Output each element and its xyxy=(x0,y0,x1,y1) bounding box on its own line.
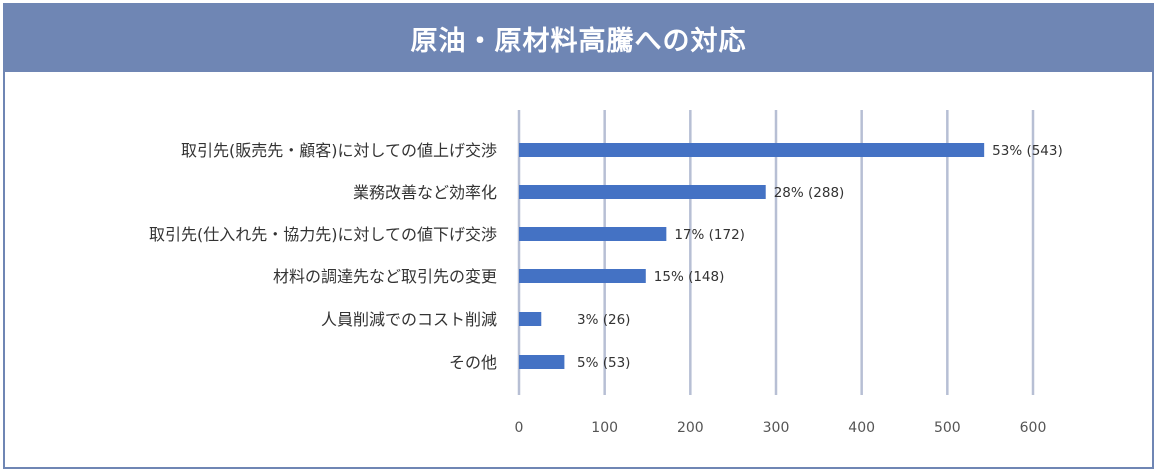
x-tick-label-300: 300 xyxy=(763,420,790,436)
bar-3 xyxy=(519,269,646,283)
x-tick-label-600: 600 xyxy=(1020,420,1047,436)
x-tick-label-200: 200 xyxy=(677,420,704,436)
data-label-4: 3% (26) xyxy=(577,312,630,328)
data-label-5: 5% (53) xyxy=(577,355,630,371)
bar-0 xyxy=(519,143,985,157)
category-label-3: 材料の調達先など取引先の変更 xyxy=(273,267,497,286)
header-bar: 原油・原材料高騰への対応 xyxy=(5,5,1152,72)
x-tick-label-100: 100 xyxy=(591,420,618,436)
data-label-3: 15% (148) xyxy=(654,269,725,285)
data-label-0: 53% (543) xyxy=(992,143,1063,159)
category-label-5: その他 xyxy=(449,353,497,372)
chart-frame: 原油・原材料高騰への対応 xyxy=(3,3,1154,469)
data-label-2: 17% (172) xyxy=(674,227,745,243)
x-tick-label-0: 0 xyxy=(515,420,524,436)
bar-2 xyxy=(519,227,667,241)
bar-5 xyxy=(519,355,565,369)
category-label-0: 取引先(販売先・顧客)に対しての値上げ交渉 xyxy=(181,141,497,160)
x-tick-label-400: 400 xyxy=(848,420,875,436)
chart-title: 原油・原材料高騰への対応 xyxy=(410,26,747,57)
category-label-1: 業務改善など効率化 xyxy=(353,183,497,202)
bar-4 xyxy=(519,312,542,326)
category-label-4: 人員削減でのコスト削減 xyxy=(321,310,497,329)
x-tick-label-500: 500 xyxy=(934,420,961,436)
category-label-2: 取引先(仕入れ先・協力先)に対しての値下げ交渉 xyxy=(149,225,497,244)
bar-1 xyxy=(519,185,766,199)
data-label-1: 28% (288) xyxy=(774,185,845,201)
